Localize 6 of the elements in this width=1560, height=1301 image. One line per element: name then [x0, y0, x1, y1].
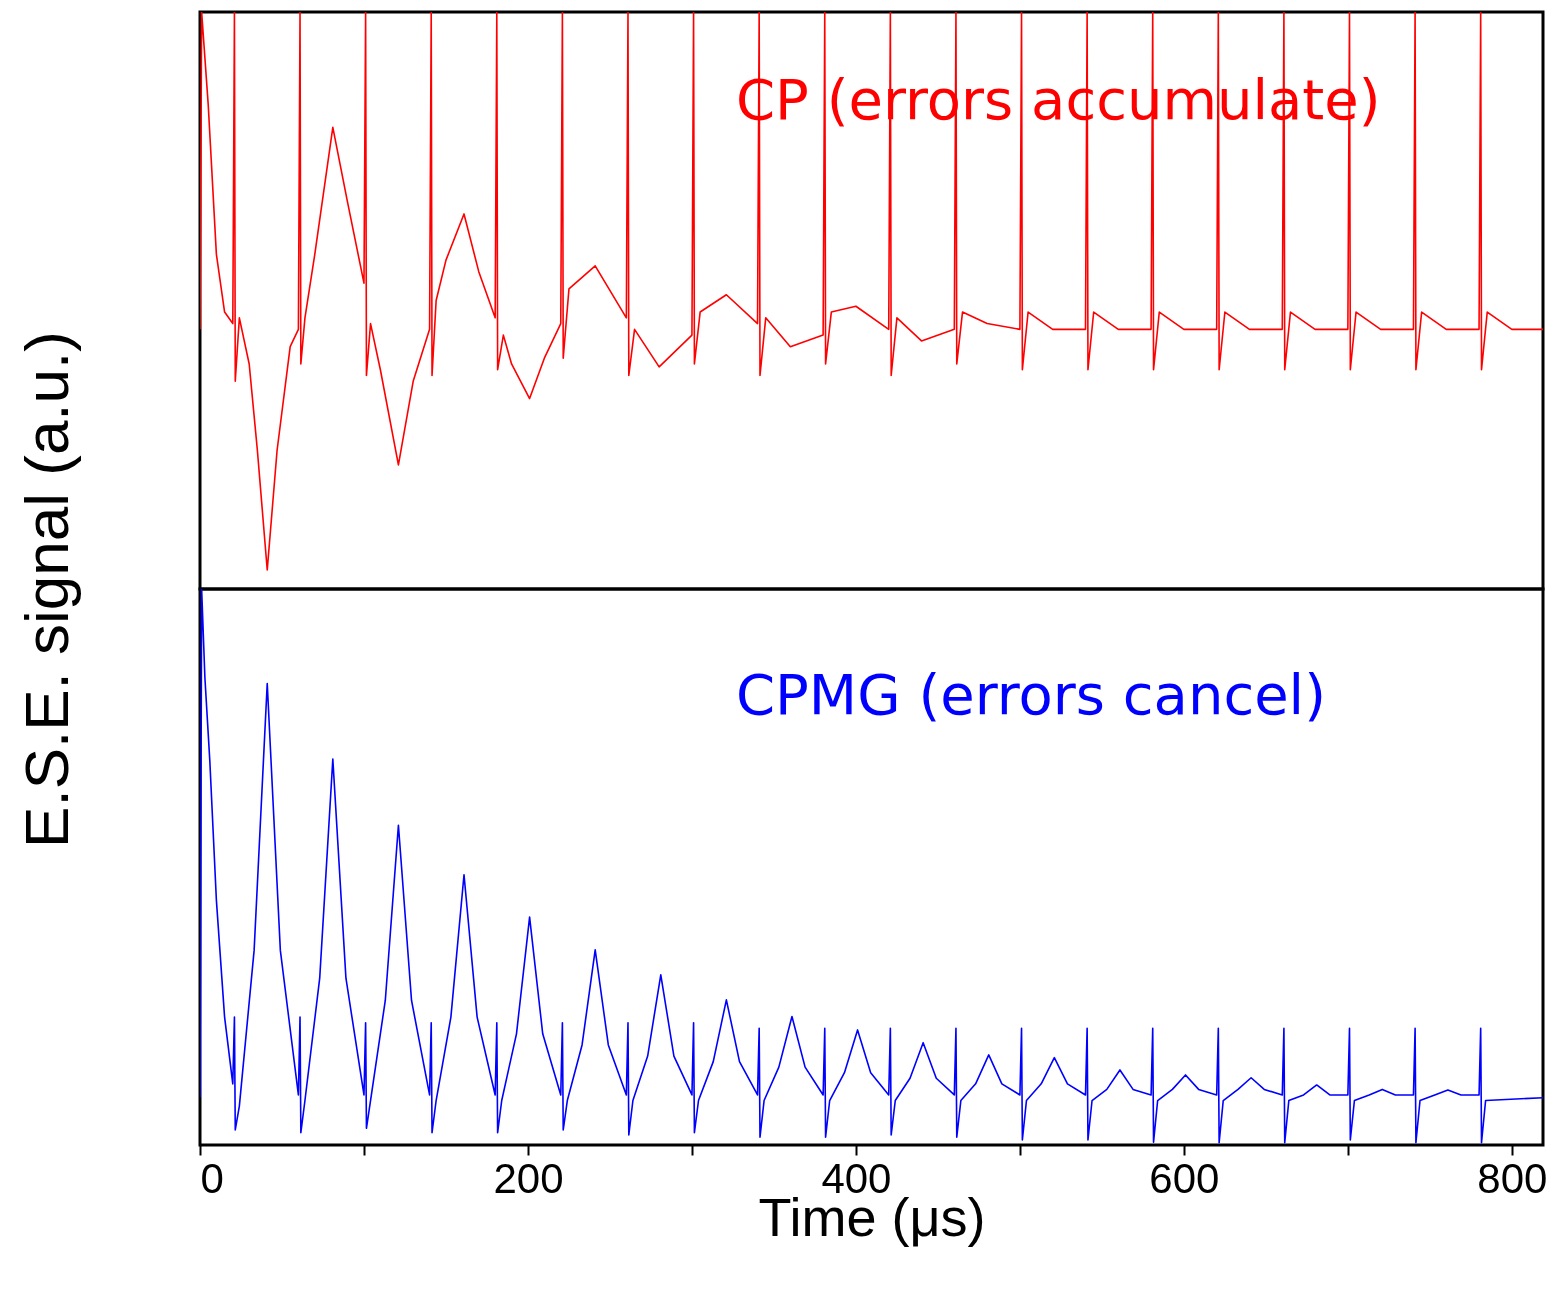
x-tick-label: 0 — [200, 1154, 224, 1202]
x-tick-label: 600 — [1149, 1154, 1220, 1202]
text: CPMG (errors cancel) — [736, 662, 1327, 727]
y-axis-title: E.S.E. signal (a.u.) — [11, 331, 81, 848]
x-tick-label: 200 — [493, 1154, 564, 1202]
x-tick-label: 800 — [1477, 1154, 1548, 1202]
